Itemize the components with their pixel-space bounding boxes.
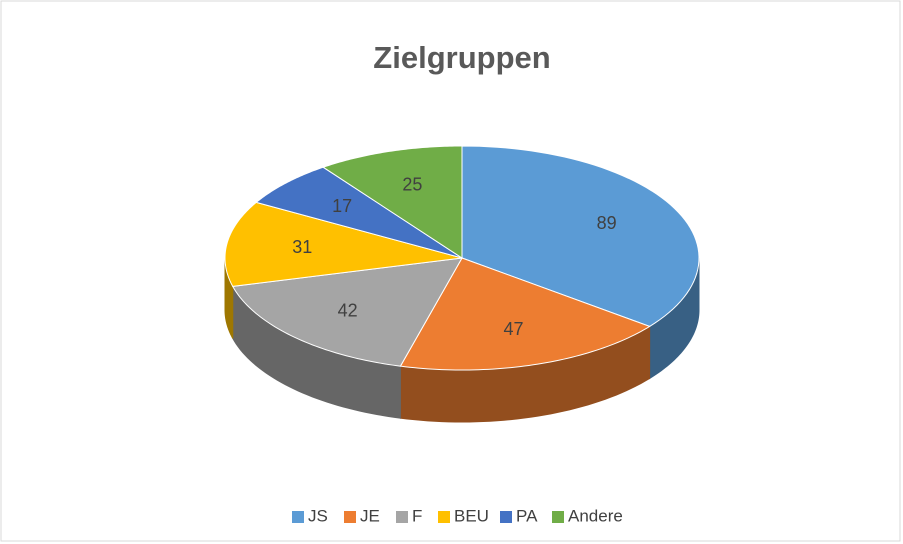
legend-swatch: [344, 511, 356, 523]
pie-slice: [231, 257, 463, 367]
legend-swatch: [292, 511, 304, 523]
legend-label: PA: [516, 506, 538, 525]
data-label: 31: [292, 237, 312, 257]
pie-slice: [255, 166, 463, 259]
data-label: 17: [332, 196, 352, 216]
pie-slice: [322, 145, 463, 259]
legend-swatch: [552, 511, 564, 523]
pie-slice: [461, 145, 700, 327]
legend-swatch: [438, 511, 450, 523]
pie-slice: [224, 201, 463, 287]
chart-title: Zielgruppen: [373, 40, 550, 75]
data-label: 42: [338, 300, 358, 320]
data-label: 89: [597, 213, 617, 233]
data-label: 47: [504, 319, 524, 339]
legend-label: JS: [308, 506, 328, 525]
legend-label: Andere: [568, 506, 623, 525]
legend-label: BEU: [454, 506, 489, 525]
pie-slice: [399, 257, 651, 371]
data-label: 25: [402, 174, 422, 194]
legend-swatch: [500, 511, 512, 523]
legend-swatch: [396, 511, 408, 523]
legend-label: JE: [360, 506, 380, 525]
legend-label: F: [412, 506, 422, 525]
